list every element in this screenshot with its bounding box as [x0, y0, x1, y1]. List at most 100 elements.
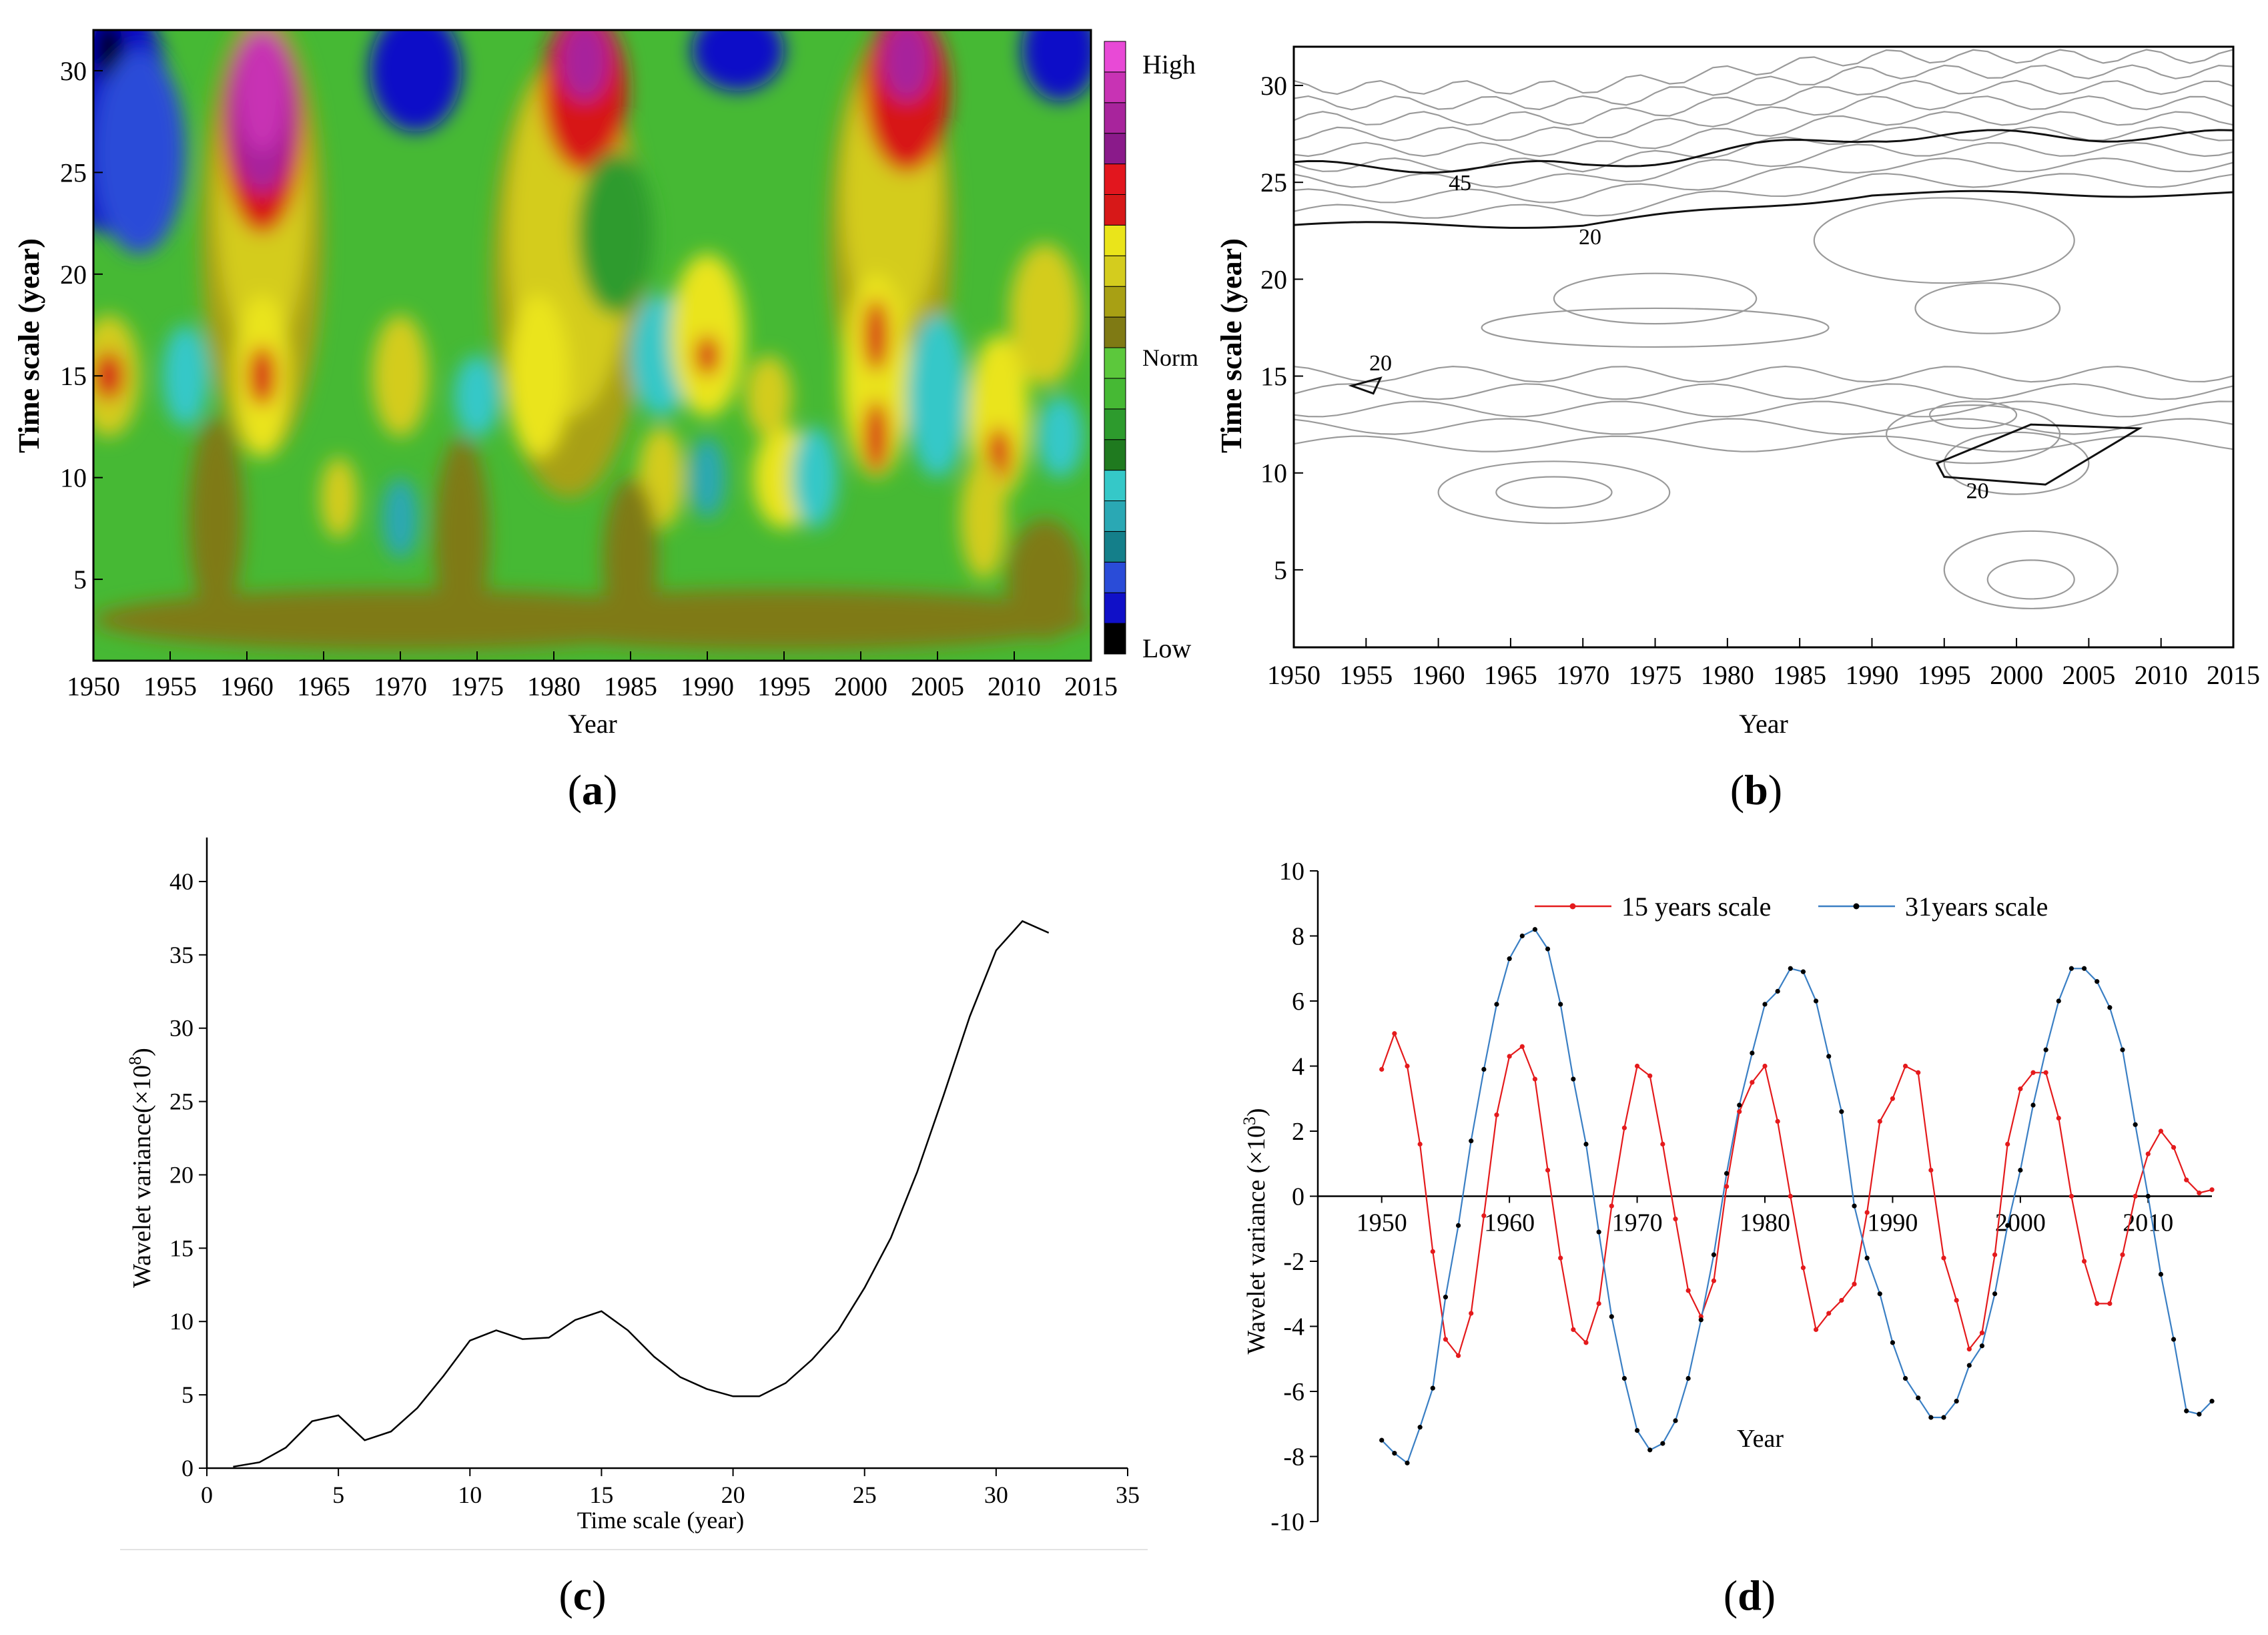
data-point [1673, 1418, 1678, 1423]
data-point [1532, 927, 1538, 932]
contour-label: 20 [1579, 225, 1601, 250]
y-tick-label: -4 [1283, 1313, 1304, 1341]
colorbar-segment [1104, 347, 1126, 379]
data-point [1469, 1311, 1474, 1316]
panel-letter-b: b [1744, 766, 1768, 813]
x-axis-b-title: Year [1739, 709, 1788, 739]
field-blob [1010, 244, 1080, 386]
y-tick-label: 5 [73, 565, 87, 595]
x-tick-label: 1950 [67, 671, 120, 701]
x-tick-label: 2015 [1064, 671, 1118, 701]
data-point [2184, 1408, 2189, 1413]
data-point [1954, 1399, 1959, 1404]
data-point [1685, 1375, 1691, 1381]
data-point [1481, 1066, 1487, 1072]
field-blob [863, 298, 889, 372]
data-point [1966, 1347, 1972, 1352]
data-point [1430, 1385, 1435, 1391]
data-point [1813, 998, 1819, 1004]
y-tick-label: 40 [169, 868, 194, 895]
contour-ring [1886, 404, 2061, 464]
contour-line [1294, 400, 2233, 418]
data-point [1979, 1330, 1985, 1335]
field-blob [372, 314, 428, 437]
field-blob [320, 457, 358, 539]
field-blob [1037, 396, 1084, 478]
data-point [1852, 1203, 1857, 1209]
data-point [1941, 1255, 1946, 1261]
x-tick-label: 1980 [1740, 1209, 1790, 1237]
data-point [1954, 1297, 1959, 1303]
colorbar-segment [1104, 439, 1126, 471]
field-blob [968, 335, 1030, 499]
x-tick-label: 2010 [2123, 1209, 2173, 1237]
data-point [1494, 1002, 1499, 1007]
data-point [2107, 1301, 2113, 1306]
data-point [2005, 1141, 2010, 1147]
data-point [1405, 1460, 1410, 1465]
contour-line [1294, 49, 2233, 95]
data-point [1826, 1311, 1832, 1316]
x-tick-label: 10 [458, 1482, 482, 1508]
data-point [1966, 1363, 1972, 1368]
colorbar-segment [1104, 408, 1126, 440]
field-blob [238, 30, 287, 152]
x-tick-label: 1990 [1867, 1209, 1918, 1237]
data-point [2081, 966, 2087, 971]
x-tick-label: 2000 [834, 671, 887, 701]
x-tick-label: 1955 [1339, 660, 1393, 690]
y-tick-label: 25 [1260, 168, 1287, 198]
x-tick-label: 1960 [1412, 660, 1465, 690]
data-point [1609, 1203, 1614, 1209]
y-tick-label: 15 [60, 361, 87, 391]
data-point [1750, 1050, 1755, 1056]
y-tick-label: -10 [1270, 1508, 1304, 1536]
colorbar-segment [1104, 224, 1126, 256]
contour-ring [1481, 307, 1830, 348]
data-point [1724, 1184, 1730, 1189]
x-axis-a: 1950 1955 1960 1965 1970 1975 1980 1985 1990 1995… [67, 651, 1118, 701]
data-point [2158, 1128, 2164, 1134]
data-point [1647, 1447, 1653, 1453]
data-point [1621, 1375, 1627, 1381]
data-point [2197, 1411, 2202, 1417]
data-point [1992, 1291, 1998, 1297]
data-point [1902, 1375, 1908, 1381]
data-point [1609, 1314, 1614, 1319]
y-tick-label: 0 [181, 1455, 194, 1482]
y-axis-c-title-exp: 8 [125, 1056, 145, 1065]
y-axis-d: -10 -8 -6 -4 -2 0 2 4 6 8 10 [1270, 858, 1318, 1536]
data-point [1455, 1223, 1461, 1228]
y-tick-label: 10 [1260, 458, 1287, 488]
y-axis-d-title-exp: 3 [1240, 1116, 1259, 1125]
colorbar-segment [1104, 378, 1126, 410]
data-point [1634, 1063, 1640, 1069]
data-point [2197, 1191, 2202, 1196]
field-blob [689, 436, 726, 519]
contour-line [1294, 95, 2233, 141]
data-point [1417, 1425, 1423, 1430]
x-tick-label: 2000 [1995, 1209, 2046, 1237]
y-tick-label: 6 [1292, 988, 1304, 1016]
y-tick-label: 30 [60, 56, 87, 86]
colorbar-low-label: Low [1142, 633, 1191, 663]
x-axis-c-title: Time scale (year) [577, 1507, 745, 1534]
contour-ring [1986, 559, 2075, 600]
data-point [1839, 1297, 1844, 1303]
field-blob [791, 426, 838, 529]
contour-ring-20 [1935, 423, 2143, 486]
y-tick-label: 2 [1292, 1118, 1304, 1146]
data-point [1890, 1340, 1896, 1345]
x-tick-label: 2005 [911, 671, 964, 701]
data-point [2043, 1047, 2048, 1052]
x-tick-label: 1965 [1484, 660, 1537, 690]
wavelet-coefficient-field [93, 30, 1091, 661]
legend-label-15-years: 15 years scale [1621, 892, 1771, 922]
data-point [1941, 1415, 1946, 1420]
y-tick-label: 5 [1274, 555, 1287, 585]
colorbar-segment [1104, 41, 1126, 73]
data-point [1685, 1288, 1691, 1293]
contour-labels: 45 20 20 20 [1369, 171, 1989, 504]
data-point [1762, 1063, 1768, 1069]
legend-marker-31-years [1853, 903, 1860, 910]
